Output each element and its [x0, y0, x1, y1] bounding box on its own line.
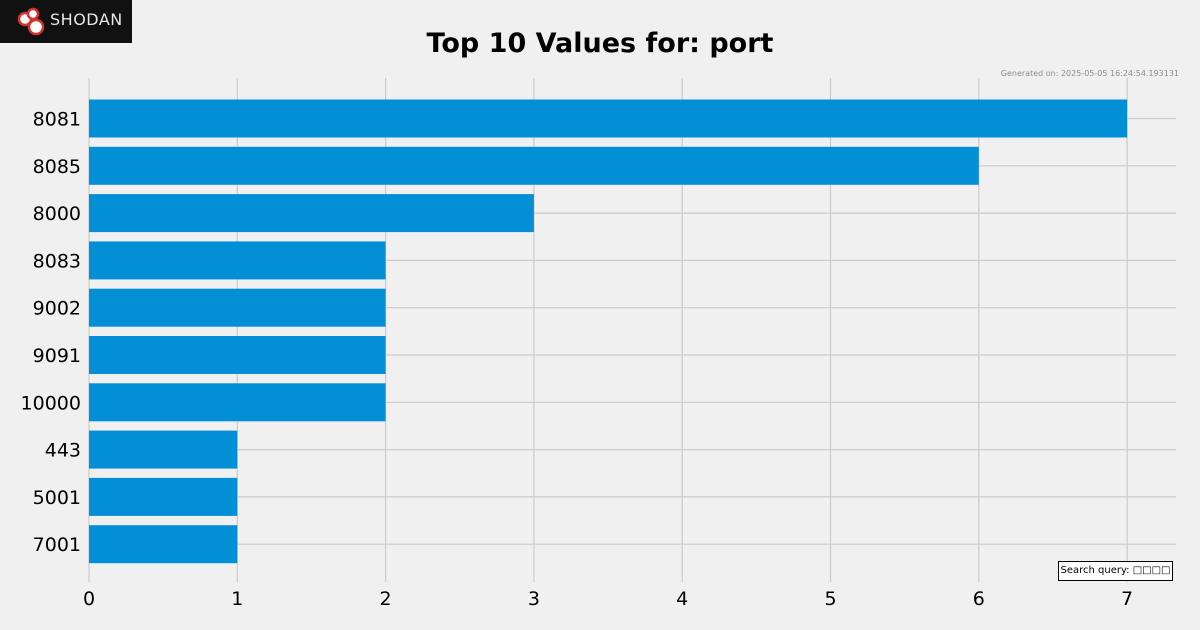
shodan-logo: SHODAN [0, 0, 132, 43]
y-tick-label: 8000 [33, 203, 81, 225]
chart-title: Top 10 Values for: port [426, 28, 774, 59]
generated-timestamp: Generated on: 2025-05-05 16:24:54.193131 [1000, 69, 1179, 78]
bar-443 [89, 430, 238, 469]
shodan-logo-icon [17, 7, 45, 36]
x-tick-label: 3 [528, 588, 540, 610]
bar-9002 [89, 288, 386, 327]
bar-8000 [89, 194, 534, 233]
bar-7001 [89, 525, 238, 564]
y-tick-label: 9002 [33, 298, 81, 320]
y-tick-label: 8083 [33, 250, 81, 272]
logo-text: SHODAN [50, 10, 123, 29]
search-query-box: Search query: □□□□ [1058, 561, 1173, 581]
y-tick-label: 10000 [21, 392, 81, 414]
y-tick-label: 8085 [33, 156, 81, 178]
x-tick-label: 6 [973, 588, 985, 610]
y-tick-label: 8081 [33, 109, 81, 131]
x-tick-label: 5 [824, 588, 836, 610]
x-tick-label: 4 [676, 588, 688, 610]
bar-5001 [89, 477, 238, 516]
y-tick-label: 9091 [33, 345, 81, 367]
bar-8081 [89, 99, 1128, 138]
bar-8085 [89, 146, 979, 185]
y-tick-label: 5001 [33, 487, 81, 509]
x-tick-label: 1 [231, 588, 243, 610]
x-tick-label: 0 [83, 588, 95, 610]
x-tick-label: 2 [380, 588, 392, 610]
y-tick-label: 7001 [33, 534, 81, 556]
y-tick-label: 443 [45, 440, 81, 462]
bar-10000 [89, 383, 386, 422]
bar-8083 [89, 241, 386, 280]
x-tick-label: 7 [1121, 588, 1133, 610]
bar-9091 [89, 336, 386, 374]
